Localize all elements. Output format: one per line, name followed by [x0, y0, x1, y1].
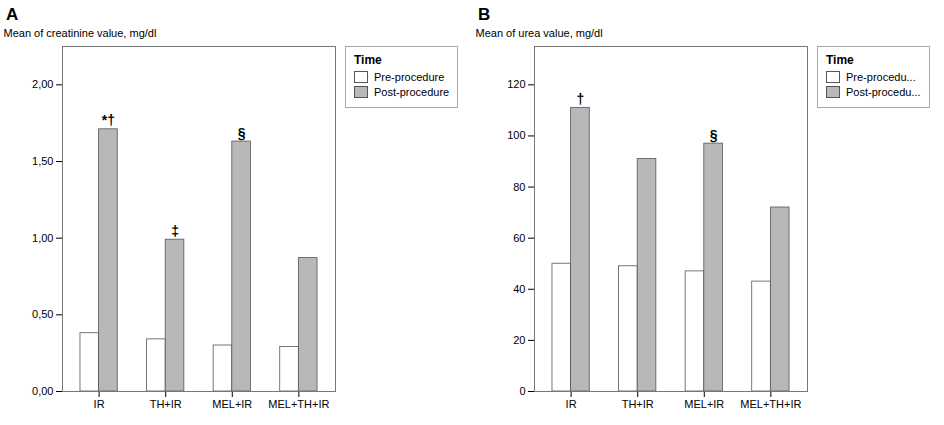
svg-text:20: 20 — [513, 334, 525, 346]
svg-text:§: § — [710, 127, 718, 143]
svg-text:Mean of creatinine value, mg/d: Mean of creatinine value, mg/dl — [4, 27, 157, 39]
svg-text:MEL+IR: MEL+IR — [684, 398, 724, 410]
svg-text:MEL+TH+IR: MEL+TH+IR — [740, 398, 801, 410]
svg-text:Mean of urea value, mg/dl: Mean of urea value, mg/dl — [476, 27, 603, 39]
html-text:Pre-procedu...: Pre-procedu... — [846, 71, 916, 83]
svg-text:IR: IR — [94, 398, 105, 410]
html-text:Time: Time — [354, 53, 382, 67]
svg-text:0,00: 0,00 — [32, 385, 53, 397]
svg-text:MEL+TH+IR: MEL+TH+IR — [268, 398, 329, 410]
svg-text:1,00: 1,00 — [32, 232, 53, 244]
svg-text:TH+IR: TH+IR — [150, 398, 182, 410]
html-text:B: B — [478, 5, 491, 24]
svg-text:†: † — [577, 91, 585, 107]
svg-text:1,50: 1,50 — [32, 155, 53, 167]
svg-text:§: § — [238, 125, 246, 141]
html-text:Post-procedure: Post-procedure — [374, 86, 450, 98]
svg-text:40: 40 — [513, 283, 525, 295]
svg-text:‡: ‡ — [171, 223, 179, 239]
svg-text:2,00: 2,00 — [32, 78, 53, 90]
svg-text:0: 0 — [519, 385, 525, 397]
html-text:Pre-procedure: Pre-procedure — [374, 71, 445, 83]
svg-text:MEL+IR: MEL+IR — [212, 398, 252, 410]
html-text:Time: Time — [826, 53, 854, 67]
svg-text:TH+IR: TH+IR — [622, 398, 654, 410]
svg-text:0,50: 0,50 — [32, 308, 53, 320]
svg-text:80: 80 — [513, 181, 525, 193]
svg-text:IR: IR — [566, 398, 577, 410]
svg-text:60: 60 — [513, 232, 525, 244]
html-text:Post-procedu...: Post-procedu... — [846, 86, 921, 98]
svg-text:100: 100 — [507, 129, 525, 141]
svg-text:120: 120 — [507, 78, 525, 90]
html-text:A: A — [6, 5, 19, 24]
svg-text:*†: *† — [102, 112, 115, 128]
